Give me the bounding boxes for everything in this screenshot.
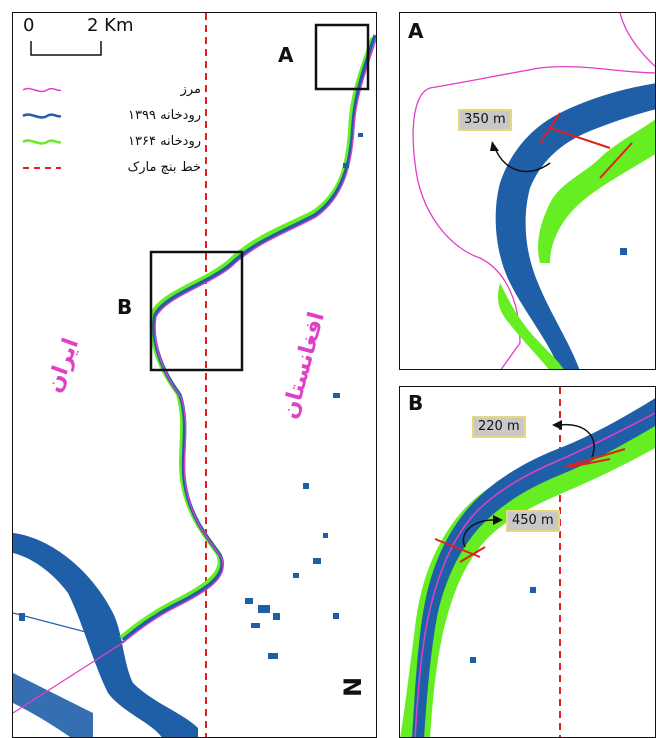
river-1399-floodplain-lower (13, 673, 93, 737)
measure-tick (539, 112, 561, 144)
inset-a-canvas (412, 13, 655, 369)
legend-label: مرز (180, 82, 201, 97)
inset-a-marker: A (278, 43, 294, 67)
distance-label: 450 m (506, 510, 560, 532)
scale-distance: 2 Km (87, 15, 134, 36)
river-1364-area (538, 119, 655, 263)
arrow-connector (559, 423, 595, 458)
arrowhead-icon (493, 515, 503, 525)
inset-b-marker: B (117, 295, 133, 319)
inset-a: A 350 m (399, 12, 656, 370)
scale-zero: 0 (23, 15, 35, 36)
distance-label: 350 m (458, 109, 512, 131)
legend-item-river-1364: رودخانه ۱۳۶۴ (21, 131, 201, 157)
arrowhead-icon (490, 141, 499, 151)
measure-tick (459, 546, 486, 563)
legend-label: رودخانه ۱۳۶۴ (128, 134, 201, 149)
inset-b: B 220 m 450 m (399, 386, 656, 738)
measure-line (549, 127, 611, 149)
legend-label: رودخانه ۱۳۹۹ (128, 108, 201, 123)
border-line (412, 13, 655, 369)
river-1399-channel (13, 612, 125, 643)
measure-tick (569, 458, 611, 468)
measure-line (564, 448, 626, 468)
inset-b-canvas (400, 387, 655, 737)
inset-a-label: A (408, 19, 424, 43)
legend-item-benchmark: خط بنچ مارک (21, 157, 201, 183)
border-line (414, 412, 655, 737)
river-1399-area (412, 398, 655, 737)
arrow-connector (494, 147, 551, 173)
inset-b-label: B (408, 391, 424, 415)
legend-item-border: مرز (21, 79, 201, 105)
inset-b-box (149, 250, 244, 372)
legend: مرز رودخانه ۱۳۹۹ رودخانه ۱۳۶۴ خط بنچ مار… (21, 79, 201, 183)
inset-a-box (314, 23, 370, 91)
main-map: 0 2 Km مرز رودخانه ۱۳۹۹ رودخانه ۱۳۶۴ خط … (12, 12, 377, 738)
legend-item-river-1399: رودخانه ۱۳۹۹ (21, 105, 201, 131)
measure-tick (599, 142, 633, 179)
river-1399-floodplain (13, 533, 198, 737)
arrowhead-icon (552, 420, 562, 430)
main-map-canvas (13, 13, 376, 737)
legend-label: خط بنچ مارک (127, 160, 201, 175)
water-patches (19, 133, 363, 659)
border-line (13, 37, 376, 714)
north-arrow-icon: N (339, 676, 368, 698)
distance-label: 220 m (472, 416, 526, 438)
scale-bar (30, 41, 102, 56)
arrow-connector (462, 519, 496, 548)
river-1399-area (495, 83, 655, 369)
